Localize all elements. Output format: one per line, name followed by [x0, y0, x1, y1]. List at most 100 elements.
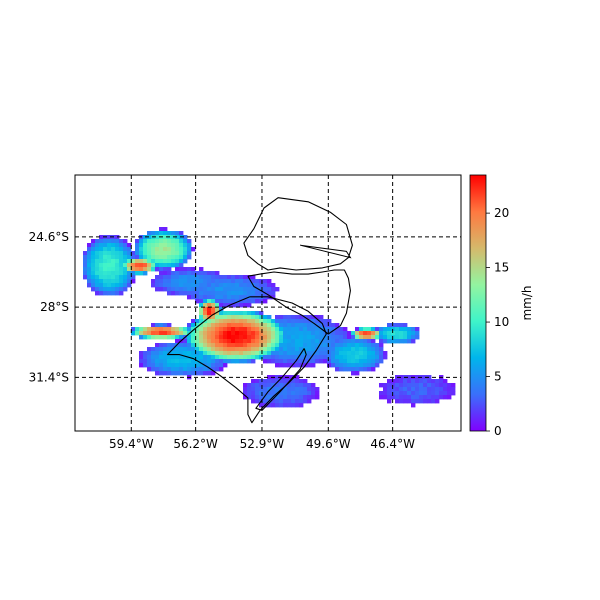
precip-pixel	[387, 391, 392, 396]
precip-pixel	[95, 283, 100, 288]
precip-pixel	[191, 347, 196, 352]
precip-pixel	[355, 351, 360, 356]
precip-pixel	[403, 383, 408, 388]
precip-pixel	[303, 319, 308, 324]
precip-pixel	[287, 339, 292, 344]
precip-pixel	[95, 247, 100, 252]
precip-pixel	[207, 299, 212, 304]
precip-pixel	[267, 387, 272, 392]
colorbar-tick-label: 15	[494, 261, 509, 275]
precip-pixel	[143, 327, 148, 332]
precip-pixel	[95, 267, 100, 272]
map-plot-area: 59.4°W 56.2°W 52.9°W 49.6°W 46.4°W 24.6°S28°…	[29, 174, 462, 451]
precip-pixel	[339, 335, 344, 340]
precip-pixel	[279, 391, 284, 396]
precip-pixel	[227, 343, 232, 348]
precip-pixel	[215, 283, 220, 288]
precip-pixel	[283, 387, 288, 392]
precip-pixel	[187, 243, 192, 248]
precip-pixel	[227, 287, 232, 292]
precip-pixel	[167, 271, 172, 276]
precip-pixel	[335, 339, 340, 344]
precip-pixel	[183, 343, 188, 348]
precip-pixel	[159, 259, 164, 264]
precip-pixel	[383, 391, 388, 396]
precip-pixel	[139, 351, 144, 356]
precip-pixel	[239, 323, 244, 328]
precip-pixel	[159, 255, 164, 260]
precip-pixel	[259, 319, 264, 324]
precip-pixel	[219, 323, 224, 328]
precip-pixel	[299, 323, 304, 328]
precip-pixel	[311, 319, 316, 324]
precip-pixel	[287, 375, 292, 380]
precip-pixel	[159, 351, 164, 356]
precip-pixel	[263, 359, 268, 364]
precip-pixel	[155, 343, 160, 348]
precip-pixel	[407, 331, 412, 336]
precip-pixel	[211, 339, 216, 344]
precip-pixel	[271, 359, 276, 364]
precip-pixel	[135, 255, 140, 260]
precip-pixel	[291, 347, 296, 352]
precip-pixel	[239, 339, 244, 344]
precip-pixel	[195, 291, 200, 296]
precip-pixel	[335, 323, 340, 328]
precip-pixel	[343, 363, 348, 368]
precip-pixel	[287, 399, 292, 404]
precip-pixel	[187, 251, 192, 256]
precip-pixel	[175, 239, 180, 244]
precip-pixel	[191, 371, 196, 376]
precip-pixel	[103, 251, 108, 256]
precip-pixel	[151, 267, 156, 272]
precip-pixel	[279, 339, 284, 344]
precip-pixel	[147, 247, 152, 252]
precip-pixel	[291, 359, 296, 364]
precip-pixel	[315, 331, 320, 336]
colorbar-label: mm/h	[520, 285, 534, 320]
precip-pixel	[351, 339, 356, 344]
precip-pixel	[375, 351, 380, 356]
precip-pixel	[251, 343, 256, 348]
precip-pixel	[87, 263, 92, 268]
precip-pixel	[115, 251, 120, 256]
precip-pixel	[431, 391, 436, 396]
precip-pixel	[255, 383, 260, 388]
precip-pixel	[231, 351, 236, 356]
precip-pixel	[231, 339, 236, 344]
precip-pixel	[275, 363, 280, 368]
northern-state-outline	[243, 197, 353, 271]
precip-pixel	[203, 371, 208, 376]
precip-pixel	[187, 291, 192, 296]
precip-pixel	[159, 239, 164, 244]
precip-pixel	[147, 331, 152, 336]
precip-pixel	[271, 291, 276, 296]
precip-pixel	[195, 335, 200, 340]
precip-pixel	[259, 391, 264, 396]
precip-pixel	[107, 263, 112, 268]
precip-pixel	[371, 367, 376, 372]
precip-pixel	[207, 371, 212, 376]
precip-pixel	[283, 343, 288, 348]
precip-pixel	[427, 387, 432, 392]
precip-pixel	[367, 335, 372, 340]
precip-pixel	[311, 363, 316, 368]
precip-pixel	[143, 355, 148, 360]
precip-pixel	[259, 311, 264, 316]
precip-pixel	[179, 283, 184, 288]
precip-pixel	[251, 323, 256, 328]
precip-pixel	[239, 343, 244, 348]
precip-pixel	[107, 239, 112, 244]
precip-pixel	[327, 323, 332, 328]
precip-pixel	[319, 315, 324, 320]
precip-pixel	[327, 343, 332, 348]
precip-pixel	[207, 279, 212, 284]
precip-pixel	[199, 295, 204, 300]
precip-pixel	[223, 291, 228, 296]
precip-pixel	[235, 315, 240, 320]
precip-pixel	[279, 319, 284, 324]
precip-pixel	[271, 319, 276, 324]
precip-pixel	[287, 351, 292, 356]
precip-pixel	[367, 363, 372, 368]
precip-pixel	[219, 311, 224, 316]
